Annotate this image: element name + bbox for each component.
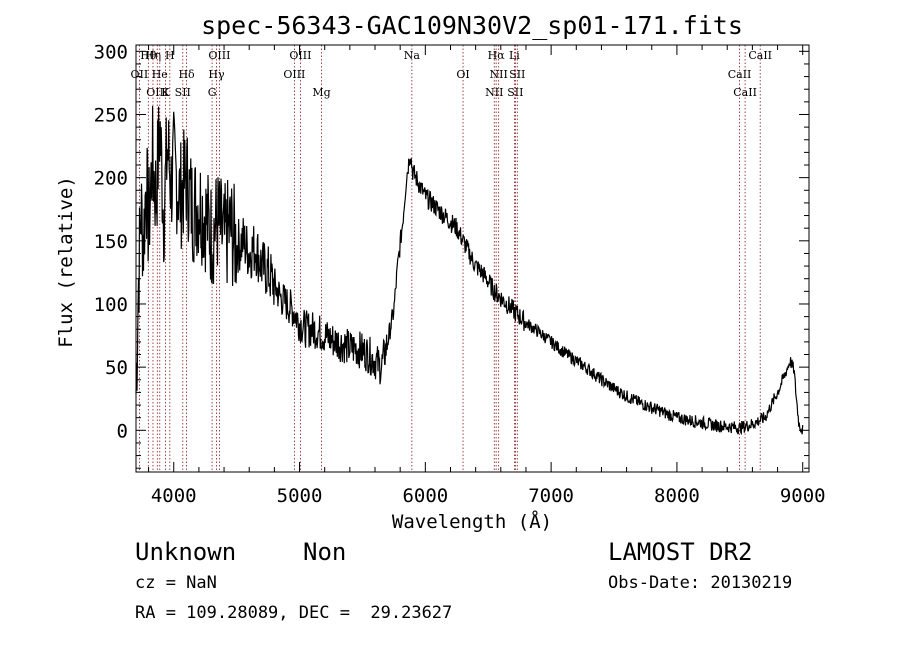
line-marker-label: Hη [145, 49, 161, 62]
redshift-label: cz = NaN [135, 573, 217, 593]
x-tick-label: 9000 [780, 485, 826, 507]
line-marker-label: OI [456, 68, 469, 81]
y-tick-label: 200 [94, 168, 128, 190]
line-marker-label: OIII [208, 49, 230, 62]
line-marker-label: CaII [733, 86, 757, 99]
subclass-label: Non [303, 538, 347, 566]
x-axis: 4000 5000 6000 7000 8000 9000 [148, 45, 826, 507]
line-marker-label: He [152, 68, 168, 81]
y-tick-label: 0 [117, 420, 128, 442]
y-axis: 0 50 100 150 200 250 300 [94, 41, 809, 469]
line-marker-label: NII [490, 68, 508, 81]
y-tick-label: 100 [94, 294, 128, 316]
line-marker-label: Hα [488, 49, 506, 62]
y-tick-label: 50 [105, 357, 128, 379]
line-marker-label: Hδ [178, 68, 195, 81]
line-marker-label: K [161, 86, 170, 99]
line-marker-label: Hγ [208, 68, 225, 81]
line-marker-label: OIII [146, 86, 168, 99]
coordinates-label: RA = 109.28089, DEC = 29.23627 [135, 603, 453, 623]
line-marker-label: SII [507, 86, 523, 99]
y-tick-label: 150 [94, 231, 128, 253]
line-marker-label: H [165, 49, 175, 62]
x-axis-label: Wavelength (Å) [392, 510, 552, 533]
y-tick-label: 250 [94, 104, 128, 126]
y-axis-label: Flux (relative) [55, 176, 77, 348]
spectrum-line [135, 105, 804, 436]
class-label: Unknown [135, 538, 237, 566]
chart-title: spec-56343-GAC109N30V2_sp01-171.fits [201, 11, 743, 40]
line-marker-label: SII [175, 86, 191, 99]
line-marker-label: CaII [748, 49, 772, 62]
line-marker-label: Li [509, 49, 520, 62]
line-marker-label: CaII [728, 68, 752, 81]
line-marker-label: OIII [289, 49, 311, 62]
line-marker-label: OIII [283, 68, 305, 81]
line-marker-label: OII [131, 68, 149, 81]
y-tick-label: 300 [94, 41, 128, 63]
x-tick-label: 7000 [528, 485, 574, 507]
obs-date-label: Obs-Date: 20130219 [608, 573, 793, 593]
x-tick-label: 4000 [151, 485, 197, 507]
x-tick-label: 8000 [654, 485, 700, 507]
line-marker-label: Mg [312, 86, 330, 99]
line-marker-label: Na [404, 49, 421, 62]
survey-label: LAMOST DR2 [608, 538, 753, 566]
x-tick-label: 6000 [402, 485, 448, 507]
x-tick-label: 5000 [277, 485, 323, 507]
line-marker-label: NII [485, 86, 503, 99]
plot-frame [135, 44, 810, 473]
line-marker-label: G [208, 86, 217, 99]
line-marker-label: SII [509, 68, 525, 81]
